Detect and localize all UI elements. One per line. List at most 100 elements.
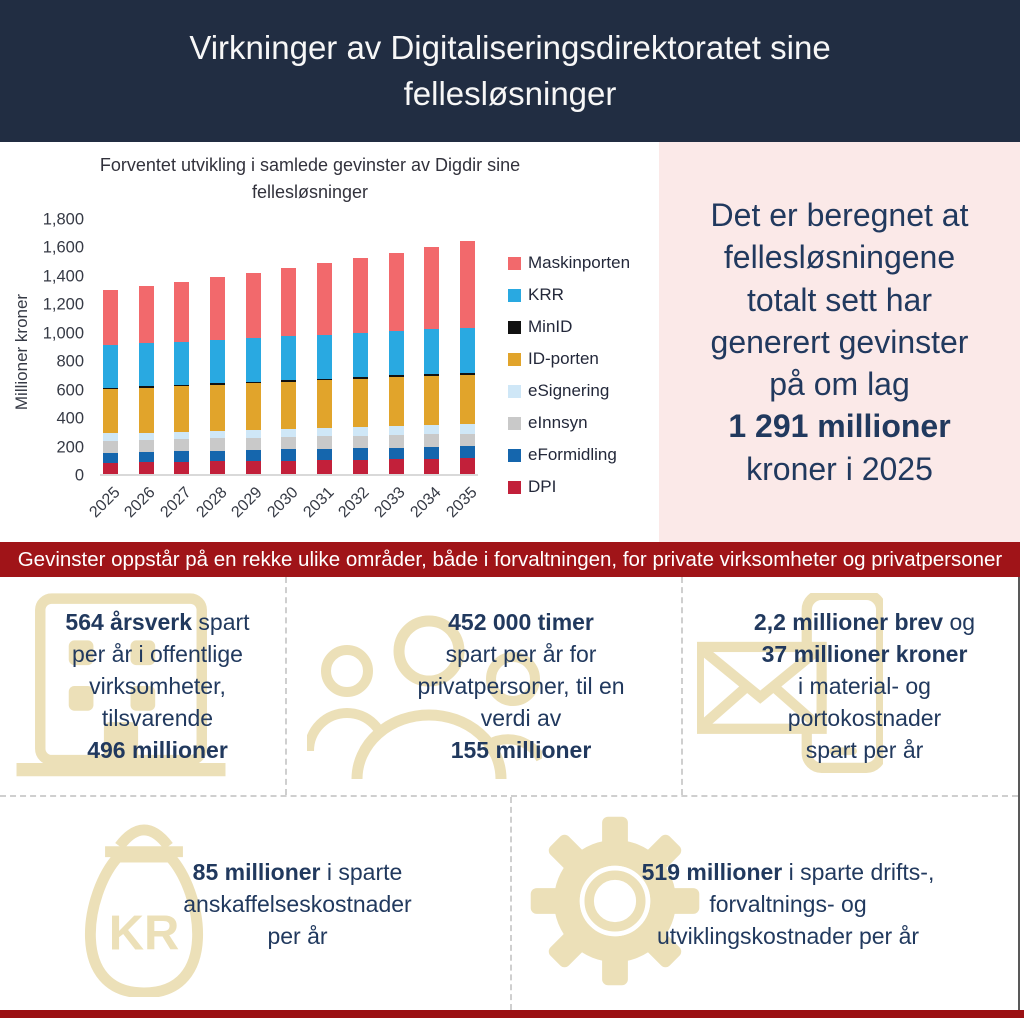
bar-segment [352,448,368,460]
bar-segment [317,448,333,461]
bar-segment [174,281,190,342]
benefit-box-brev: 2,2 millioner brev og 37 millioner krone… [683,577,1018,795]
bar-segment [174,431,190,440]
building-icon [16,593,226,777]
bar-segment [459,372,475,375]
legend-label: eFormidling [528,445,617,464]
benefit-box-timer: 452 000 timer spart per år for privatper… [287,577,683,795]
bar-segment [174,451,190,462]
legend-label: eSignering [528,381,610,400]
bar-segment [281,380,297,382]
bar-segment [245,381,261,384]
bar-segment [388,434,404,448]
bar-segment [424,246,440,330]
legend-label: DPI [528,477,557,496]
bottom-strip [0,1010,1024,1018]
x-axis-label: 2027 [157,484,195,522]
bar-segment [174,384,190,387]
bar-column: 2035 [443,240,480,521]
bar-segment [388,377,404,427]
x-axis-label: 2028 [193,484,231,522]
legend-swatch [508,416,521,430]
bar-segment [459,327,475,373]
bar-segment [103,389,118,434]
bar-segment [424,425,440,435]
legend-swatch [508,320,521,334]
bar-segment [352,378,368,427]
chart-legend: Maskinporten KRR MinID ID-porten eSignering e… [508,247,630,503]
bar-column: 2025 [86,290,123,521]
bar-segment [174,341,190,385]
legend-swatch [508,384,521,398]
bar-segment [388,331,404,376]
legend-swatch [508,448,521,462]
bar-segment [210,461,226,474]
legend-swatch [508,256,521,270]
x-axis-label: 2025 [86,484,124,522]
y-tick-label: 1,400 [42,267,84,286]
bar-column: 2034 [407,246,444,521]
legend-swatch [508,288,521,302]
bar-segment [317,436,333,449]
bar-segment [245,437,261,451]
x-axis-label: 2029 [228,484,267,522]
bar-segment [103,290,118,346]
bar-segment [138,387,154,433]
bar-column: 2029 [229,272,266,521]
bar-segment [245,460,261,474]
bar-segment [459,446,475,459]
legend-label: eInnsyn [528,413,588,432]
benefit-row-1: 564 årsverk spart per år i offentlige vi… [0,577,1018,797]
gear-icon [530,816,700,986]
bar-segment [103,345,118,388]
bar-segment [138,386,154,388]
legend-item: eInnsyn [508,407,630,439]
bar-segment [352,435,368,449]
bar-segment [103,452,118,463]
bar-column: 2027 [157,281,195,521]
money-bag-icon: KR [84,824,204,997]
bar-segment [138,286,154,344]
bar-segment [281,336,297,381]
bar-segment [388,459,404,474]
bar-segment [459,374,475,425]
legend-label: KRR [528,285,564,304]
benefit-text: 519 millioner i sparte drifts-, forvaltn… [641,858,935,949]
y-tick-label: 400 [56,409,84,428]
bar-segment [459,458,475,474]
main-section: Forventet utvikling i samlede gevinster … [0,142,1020,542]
legend-label: Maskinporten [528,253,631,272]
bar-segment [103,440,118,453]
x-axis-label: 2035 [442,484,481,522]
chart-title: Forventet utvikling i samlede gevinster … [99,155,521,202]
bar-segment [424,329,440,374]
benefit-box-drift: 519 millioner i sparte drifts-, forvaltn… [512,797,1018,1010]
y-tick-label: 200 [56,438,84,457]
bar-segment [174,461,190,474]
bar-segment [138,451,154,463]
bar-segment [352,258,368,333]
bar-segment [388,426,404,435]
bar-segment [352,376,368,379]
bar-column: 2031 [300,262,337,521]
legend-label: MinID [528,317,573,336]
benefit-text: 564 årsverk spart per år i offentlige vi… [65,609,250,763]
x-axis-label: 2026 [121,484,159,522]
legend-item: Maskinporten [508,247,630,279]
bar-segment [210,430,226,439]
bar-segment [138,432,154,440]
bar-segment [210,438,226,451]
bar-segment [424,458,440,474]
bar-segment [245,429,261,438]
bar-segment [459,433,475,447]
bar-segment [281,437,297,450]
bar-segment [210,383,226,385]
bar-segment [245,272,261,339]
legend-item: ID-porten [508,343,630,375]
bar-segment [352,426,368,436]
benefit-box-anskaffelser: KR 85 millioner i sparte anskaffelseskos… [0,797,512,1010]
bar-segment [424,434,440,447]
bar-segment [352,332,368,377]
bar-segment [138,343,154,387]
legend-item: eSignering [508,375,630,407]
